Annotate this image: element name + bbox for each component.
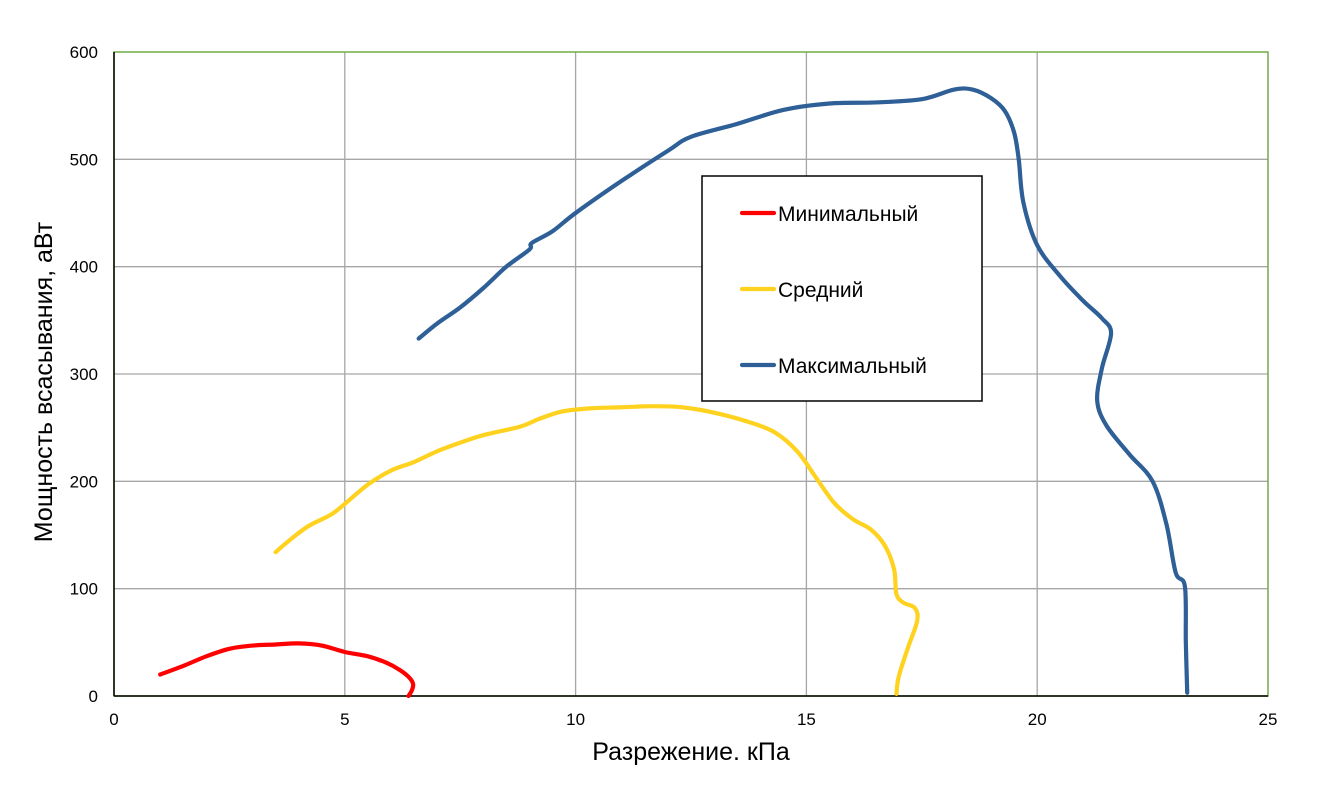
y-tick-label: 500 [70, 150, 98, 169]
y-tick-label: 400 [70, 258, 98, 277]
x-tick-label: 0 [109, 710, 118, 729]
series-line-1 [158, 641, 416, 699]
series-line-3 [416, 86, 1190, 695]
x-tick-label: 20 [1028, 710, 1047, 729]
legend-label-2: Средний [778, 279, 863, 302]
axes [113, 52, 1268, 697]
legend: Минимальный Средний Максимальный [701, 175, 983, 402]
y-axis-title: Мощность всасывания, аВт [30, 221, 58, 542]
x-axis-title: Разрежение. кПа [592, 738, 790, 766]
x-tick-label: 25 [1259, 710, 1278, 729]
y-tick-label: 600 [70, 43, 98, 62]
legend-label-3: Максимальный [778, 355, 927, 378]
legend-label-1: Минимальный [778, 203, 918, 226]
x-tick-label: 10 [566, 710, 585, 729]
series-lines [158, 86, 1190, 699]
y-tick-label: 100 [70, 580, 98, 599]
tick-labels: 0 5 10 15 20 25 0 100 200 300 400 500 600 [70, 43, 1278, 729]
series-line-2 [273, 404, 920, 696]
y-tick-label: 0 [89, 687, 98, 706]
legend-items: Минимальный Средний Максимальный [739, 203, 927, 378]
y-tick-label: 200 [70, 472, 98, 491]
x-tick-label: 5 [340, 710, 349, 729]
y-tick-label: 300 [70, 365, 98, 384]
x-tick-label: 15 [797, 710, 816, 729]
grid [114, 52, 1268, 696]
